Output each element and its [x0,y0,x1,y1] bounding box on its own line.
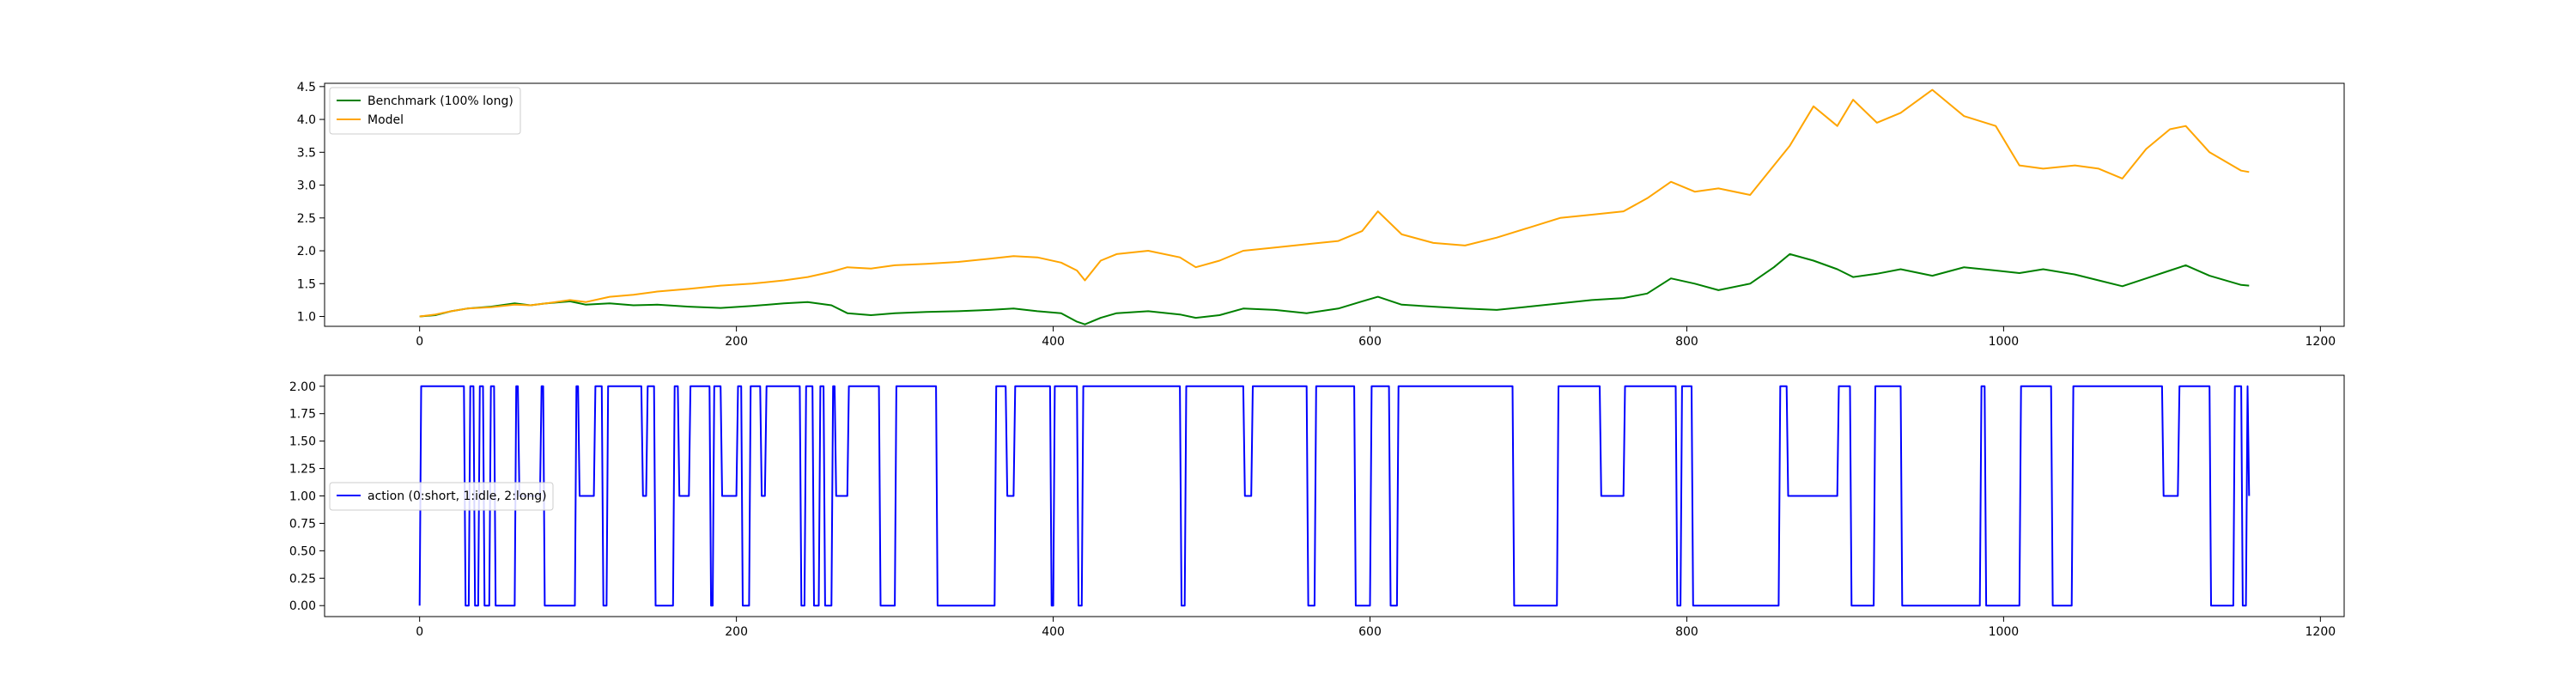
y-tick-label: 1.0 [297,311,316,325]
axes-frame [324,82,2345,327]
legend-box [329,87,521,135]
y-tick-label: 0.75 [289,517,316,531]
y-tick-label: 1.50 [289,435,316,449]
x-tick-label: 1000 [1989,625,2020,639]
y-tick-label: 1.75 [289,408,316,422]
x-tick-label: 400 [1042,625,1065,639]
y-tick-label: 1.00 [289,490,316,504]
y-tick-label: 4.5 [297,81,316,94]
y-tick-label: 3.5 [297,146,316,160]
y-tick-label: 1.25 [289,463,316,477]
x-tick-label: 800 [1675,335,1698,349]
top-panel: 0 200 400 600 800 1000 1200 1.0 1.5 2.0 2.5 3.0 3.5 4… [297,81,2345,349]
y-tick-label: 4.0 [297,113,316,127]
series-line-0-1 [419,88,2250,318]
x-tick-label: 200 [725,625,748,639]
y-tick-label: 2.5 [297,212,316,226]
x-tick-label: 0 [416,335,423,349]
legend-box [329,482,554,511]
series-line-0-0 [419,252,2250,325]
x-tick-label: 600 [1358,625,1382,639]
x-tick-label: 400 [1042,335,1065,349]
x-tick-label: 800 [1675,625,1698,639]
legend-label: Model [368,113,404,127]
y-tick-label: 0.25 [289,572,316,586]
y-tick-label: 0.50 [289,544,316,558]
x-tick-label: 200 [725,335,748,349]
series-line-1-0 [418,385,2251,607]
y-tick-label: 0.00 [289,599,316,613]
y-tick-label: 3.0 [297,179,316,193]
y-tick-label: 2.0 [297,245,316,258]
x-tick-label: 600 [1358,335,1382,349]
x-tick-label: 1000 [1989,335,2020,349]
y-tick-label: 1.5 [297,277,316,291]
x-tick-label: 1200 [2306,625,2336,639]
bottom-panel: 0 200 400 600 800 1000 1200 0.00 0.25 0.50 0.75 1.0… [289,374,2345,639]
legend-label: Benchmark (100% long) [368,94,513,108]
x-tick-label: 0 [416,625,423,639]
y-tick-label: 2.00 [289,380,316,394]
x-tick-label: 1200 [2306,335,2336,349]
legend-label: action (0:short, 1:idle, 2:long) [368,489,547,503]
